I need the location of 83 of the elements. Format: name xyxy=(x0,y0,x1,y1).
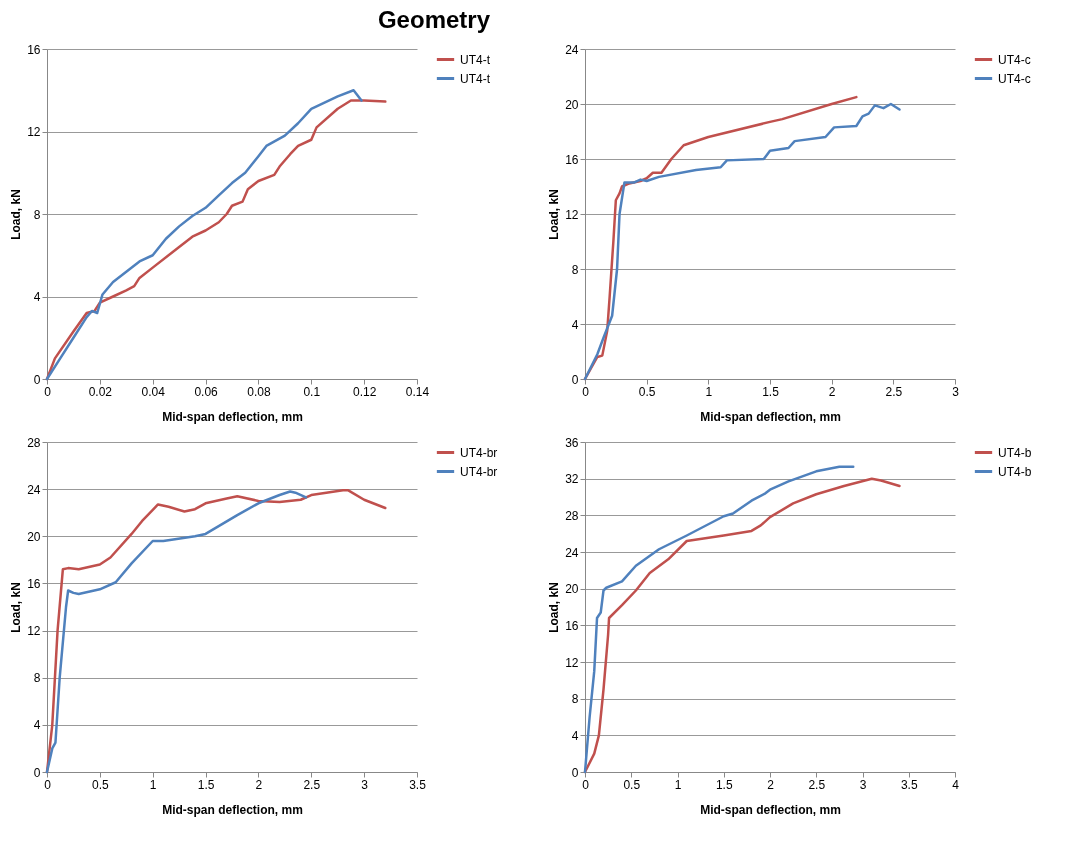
legend-label: UT4-br xyxy=(460,464,498,479)
y-tick-label: 12 xyxy=(565,655,579,670)
legend-label: UT4-c xyxy=(998,71,1031,86)
y-tick-label: 20 xyxy=(27,529,41,544)
legend-label: UT4-b xyxy=(998,445,1032,460)
x-tick-label: 0.12 xyxy=(352,384,377,399)
y-tick-label: 0 xyxy=(33,372,41,387)
y-tick-label: 0 xyxy=(571,372,579,387)
x-tick-label: 0 xyxy=(44,384,52,399)
x-tick-label: 1.5 xyxy=(762,384,780,399)
x-tick-label: 2 xyxy=(767,777,775,792)
x-tick-label: 3.5 xyxy=(900,777,918,792)
y-tick-label: 0 xyxy=(33,765,41,780)
y-tick-label: 8 xyxy=(571,692,579,707)
x-axis-title: Mid-span deflection, mm xyxy=(162,409,303,424)
y-tick-label: 16 xyxy=(27,42,41,57)
y-tick-label: 12 xyxy=(565,207,579,222)
y-tick-label: 28 xyxy=(565,508,579,523)
y-axis-title: Load, kN xyxy=(547,582,562,633)
x-axis-title: Mid-span deflection, mm xyxy=(700,409,841,424)
legend-label: UT4-t xyxy=(460,52,491,67)
x-tick-label: 0.5 xyxy=(638,384,656,399)
y-tick-label: 16 xyxy=(565,152,579,167)
y-tick-label: 0 xyxy=(571,765,579,780)
x-tick-label: 0.06 xyxy=(194,384,219,399)
x-tick-label: 3.5 xyxy=(409,777,427,792)
y-tick-label: 8 xyxy=(571,262,579,277)
x-axis-title: Mid-span deflection, mm xyxy=(162,802,303,817)
y-tick-label: 24 xyxy=(565,545,579,560)
line-series xyxy=(583,477,901,774)
x-tick-label: 2 xyxy=(828,384,836,399)
x-tick-label: 0.5 xyxy=(623,777,641,792)
x-tick-label: 0.1 xyxy=(303,384,321,399)
y-tick-label: 4 xyxy=(571,728,579,743)
x-tick-label: 0.08 xyxy=(247,384,271,399)
x-tick-label: 2.5 xyxy=(303,777,321,792)
y-axis-title: Load, kN xyxy=(9,582,24,633)
y-axis-title: Load, kN xyxy=(9,189,24,240)
x-tick-label: 1 xyxy=(705,384,713,399)
x-tick-label: 1.5 xyxy=(715,777,733,792)
x-tick-label: 4 xyxy=(952,777,960,792)
x-tick-label: 3 xyxy=(952,384,960,399)
y-tick-label: 20 xyxy=(565,97,579,112)
x-tick-label: 0.04 xyxy=(141,384,166,399)
legend-label: UT4-br xyxy=(460,445,498,460)
y-tick-label: 12 xyxy=(27,125,41,139)
y-tick-label: 28 xyxy=(27,435,41,450)
y-tick-label: 12 xyxy=(27,624,41,639)
chart-title: Geometry xyxy=(377,6,491,33)
x-tick-label: 0.5 xyxy=(92,777,110,792)
x-tick-label: 0 xyxy=(44,777,52,792)
x-tick-label: 1 xyxy=(674,777,682,792)
legend-label: UT4-c xyxy=(998,52,1031,67)
x-axis-title: Mid-span deflection, mm xyxy=(700,802,841,817)
x-tick-label: 3 xyxy=(859,777,867,792)
x-tick-label: 2.5 xyxy=(885,384,903,399)
x-tick-label: 0 xyxy=(582,384,590,399)
line-series xyxy=(583,465,855,774)
y-tick-label: 24 xyxy=(27,482,41,497)
x-tick-label: 2.5 xyxy=(808,777,826,792)
legend-label: UT4-t xyxy=(460,71,491,86)
y-axis-title: Load, kN xyxy=(547,189,562,240)
y-tick-label: 32 xyxy=(565,472,579,487)
y-tick-label: 8 xyxy=(33,207,41,222)
x-tick-label: 0.14 xyxy=(405,384,430,399)
x-tick-label: 0 xyxy=(582,777,590,792)
y-tick-label: 20 xyxy=(565,582,579,597)
line-series xyxy=(45,490,308,774)
y-tick-label: 36 xyxy=(565,435,579,450)
x-tick-label: 1 xyxy=(149,777,157,792)
y-tick-label: 4 xyxy=(571,317,579,332)
legend-label: UT4-b xyxy=(998,464,1032,479)
y-tick-label: 16 xyxy=(27,576,41,591)
x-tick-label: 1.5 xyxy=(197,777,215,792)
x-tick-label: 0.02 xyxy=(88,384,113,399)
y-tick-label: 16 xyxy=(565,618,579,633)
x-tick-label: 2 xyxy=(255,777,263,792)
y-tick-label: 4 xyxy=(33,290,41,304)
x-tick-label: 3 xyxy=(361,777,369,792)
line-series xyxy=(583,102,901,381)
y-tick-label: 24 xyxy=(565,42,579,57)
y-tick-label: 8 xyxy=(33,671,41,686)
y-tick-label: 4 xyxy=(33,718,41,733)
